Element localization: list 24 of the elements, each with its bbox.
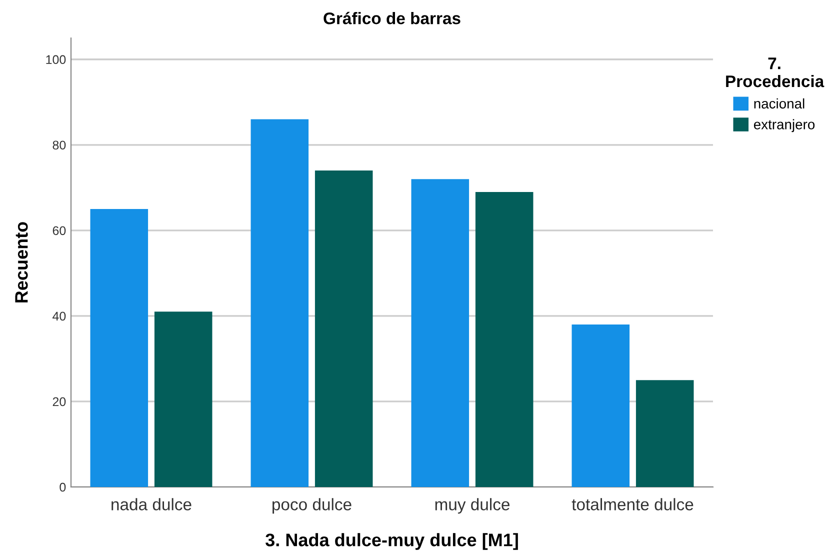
bar xyxy=(154,312,212,487)
y-tick-label: 80 xyxy=(52,140,66,150)
y-tick-label: 20 xyxy=(52,397,66,406)
y-tick-label: 60 xyxy=(52,226,66,236)
x-tick-label: totalmente dulce xyxy=(572,498,694,510)
bar xyxy=(411,179,470,487)
legend-label: nacional xyxy=(754,98,804,109)
legend-title: 7. Procedencia xyxy=(726,58,824,88)
bar xyxy=(475,192,534,487)
bar xyxy=(572,324,630,487)
x-tick-label: muy dulce xyxy=(435,498,510,514)
legend-label: extranjero xyxy=(754,119,815,132)
y-tick-label: 0 xyxy=(60,482,66,492)
y-tick-label: 100 xyxy=(46,55,66,64)
x-tick-label: poco dulce xyxy=(272,498,352,514)
chart-title: Gráfico de barras xyxy=(324,12,460,24)
bar xyxy=(90,209,148,487)
y-axis-title: Recuento xyxy=(15,222,28,302)
y-tick-label: 40 xyxy=(52,312,66,321)
bar xyxy=(250,119,309,487)
x-axis-title: 3. Nada dulce-muy dulce [M1] xyxy=(266,533,518,550)
bar xyxy=(636,380,694,487)
bar xyxy=(314,170,373,487)
x-tick-label: nada dulce xyxy=(112,498,192,510)
